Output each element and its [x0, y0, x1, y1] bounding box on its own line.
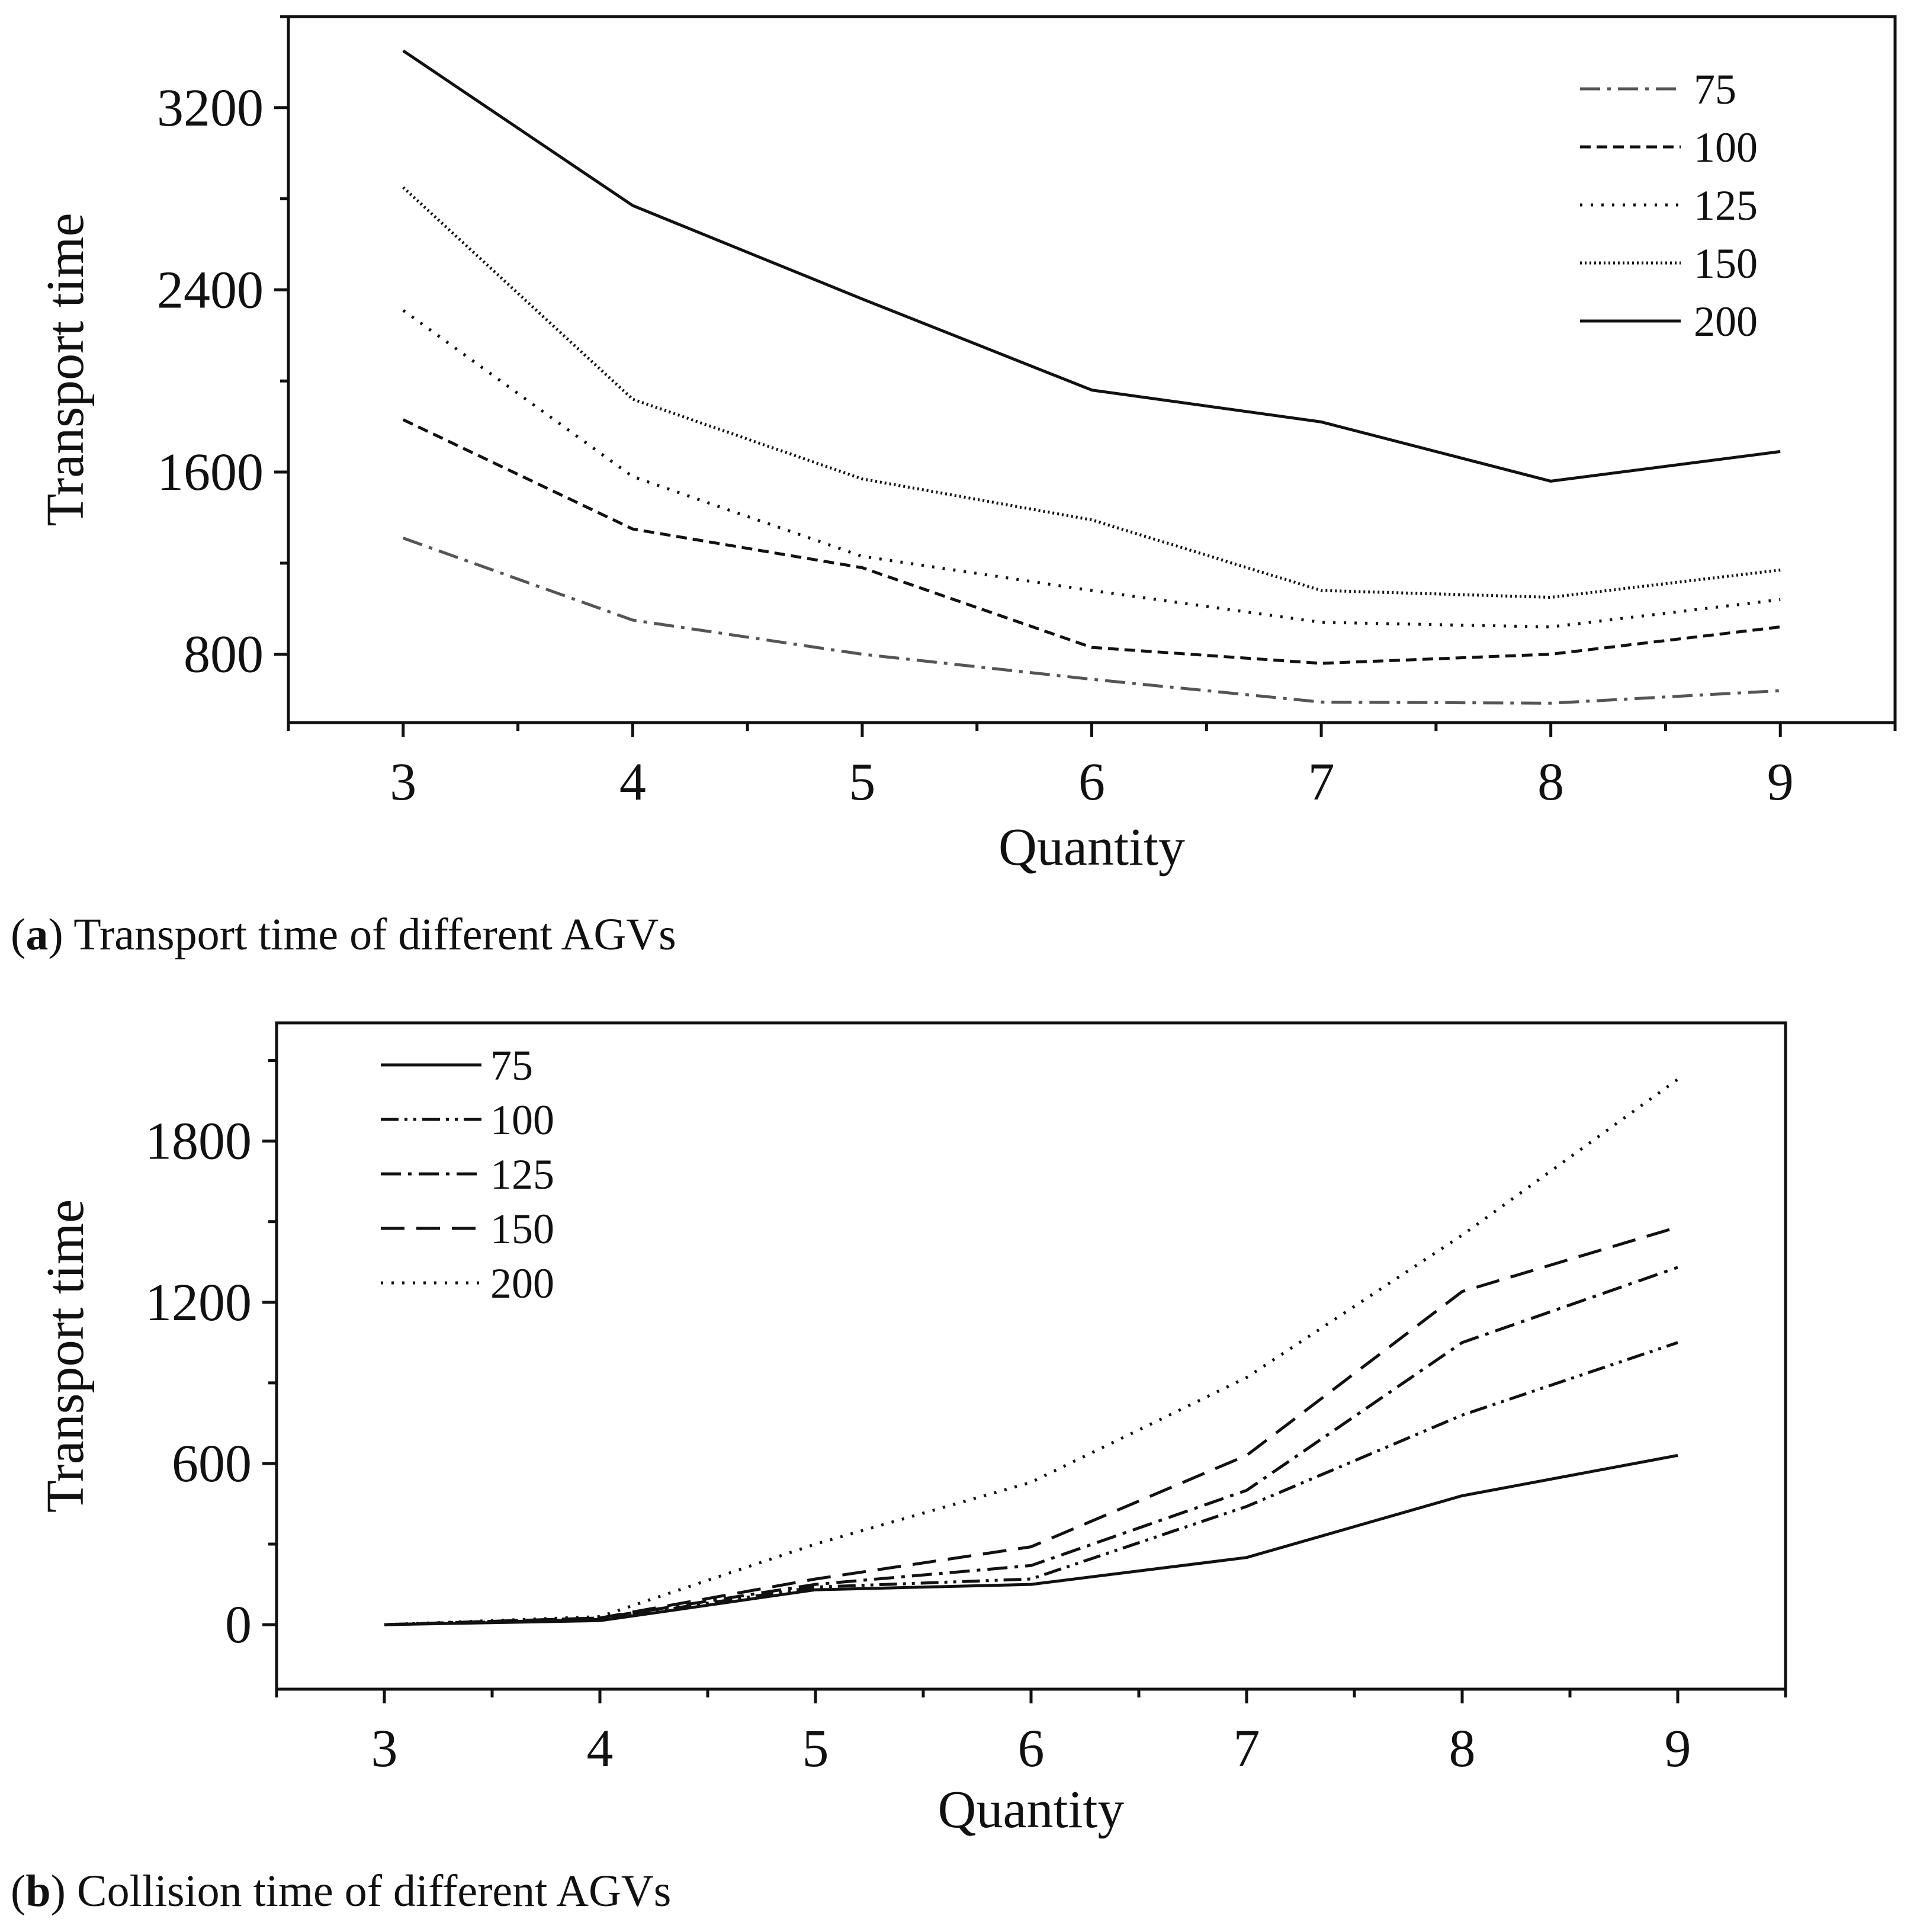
legend-label-75: 75 — [1694, 66, 1736, 113]
series-line-150 — [402, 186, 1781, 599]
x-tick-label: 4 — [619, 753, 646, 811]
series-line-100 — [384, 1341, 1678, 1626]
x-tick-label: 6 — [1078, 753, 1105, 811]
chart-panel-b: 0 600 1200 1800 3 4 5 6 7 8 9 Quantity Transport tim… — [36, 1021, 1787, 1839]
x-tick-label: 3 — [371, 1719, 398, 1778]
legend-label-200: 200 — [490, 1260, 554, 1307]
legend-label-100: 100 — [490, 1096, 554, 1144]
legend-label-75: 75 — [490, 1042, 533, 1089]
y-tick-label: 600 — [172, 1434, 252, 1493]
y-axis-title: Transport time — [36, 1199, 95, 1513]
chart-panel-a: 800 1600 2400 3200 3 4 5 6 7 8 9 Quantity Transport … — [36, 15, 1897, 877]
series-line-100 — [402, 418, 1781, 665]
caption-a: (a) Transport time of different AGVs — [11, 910, 676, 959]
legend-label-125: 125 — [490, 1151, 554, 1198]
x-tick-label: 4 — [587, 1719, 614, 1778]
x-tick-label: 8 — [1449, 1719, 1476, 1778]
y-tick-label: 3200 — [157, 79, 264, 137]
series-line-150 — [384, 1225, 1678, 1626]
y-tick-label: 1600 — [157, 443, 264, 502]
caption-b-text: Collision time of different AGVs — [76, 1866, 672, 1916]
legend-label-150: 150 — [1694, 240, 1758, 287]
y-tick-label: 1800 — [145, 1112, 252, 1171]
series-line-200 — [384, 1078, 1679, 1626]
legend-label-200: 200 — [1694, 298, 1758, 345]
y-tick-label: 0 — [225, 1596, 252, 1654]
series-line-125 — [384, 1266, 1678, 1626]
y-tick-label: 1200 — [145, 1273, 252, 1332]
caption-b: (b) Collision time of different AGVs — [11, 1866, 672, 1916]
x-tick-label: 9 — [1767, 753, 1794, 811]
x-tick-label: 5 — [849, 753, 875, 811]
legend-label-100: 100 — [1694, 124, 1758, 171]
plot-frame — [287, 15, 1897, 724]
x-axis-title: Quantity — [998, 818, 1185, 877]
legend-label-150: 150 — [490, 1205, 554, 1253]
series-line-75 — [384, 1453, 1678, 1626]
x-tick-label: 9 — [1665, 1719, 1691, 1778]
x-axis-title: Quantity — [938, 1780, 1125, 1839]
series-line-75 — [402, 537, 1781, 705]
caption-a-text: Transport time of different AGVs — [73, 910, 676, 959]
caption-b-label: b — [25, 1866, 51, 1916]
x-tick-label: 8 — [1537, 753, 1564, 811]
series-line-125 — [402, 309, 1781, 628]
y-tick-label: 2400 — [157, 261, 264, 319]
x-tick-label: 3 — [390, 753, 416, 811]
y-tick-label: 800 — [184, 625, 264, 684]
caption-a-label: a — [25, 910, 49, 959]
x-tick-label: 6 — [1018, 1719, 1045, 1778]
y-axis-title: Transport time — [36, 213, 95, 526]
legend-label-125: 125 — [1694, 182, 1758, 229]
x-tick-label: 7 — [1308, 753, 1335, 811]
x-tick-label: 7 — [1234, 1719, 1260, 1778]
x-tick-label: 5 — [802, 1719, 829, 1778]
series-line-200 — [402, 49, 1781, 483]
